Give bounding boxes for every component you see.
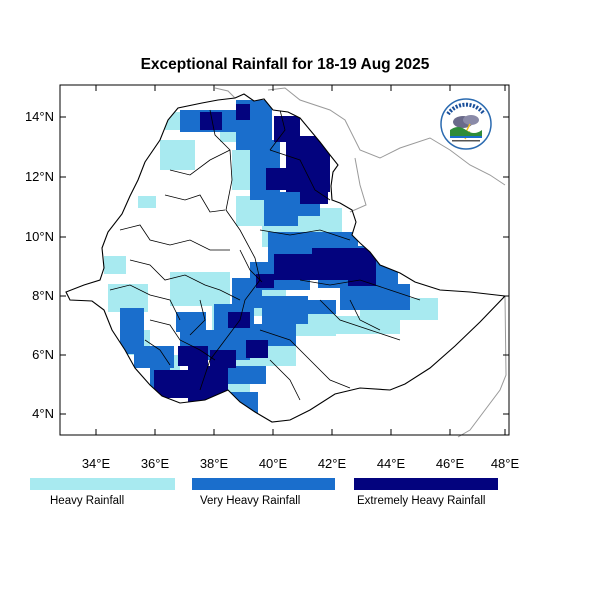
neighbor-borders [214,87,507,438]
lon-label: 46°E [436,456,465,471]
map-title: Exceptional Rainfall for 18-19 Aug 2025 [140,56,430,73]
legend-label-heavy: Heavy Rainfall [50,495,125,507]
regional-boundaries [109,109,421,401]
lon-label: 36°E [141,456,170,471]
map-frame [59,84,510,436]
lon-label: 40°E [259,456,288,471]
lon-label: 38°E [200,456,229,471]
legend-label-extreme: Extremely Heavy Rainfall [357,495,486,507]
latitude-labels: 14°N 12°N 10°N 8°N 6°N 4°N [25,109,54,421]
lat-label: 12°N [25,169,54,184]
country-border [65,93,507,423]
legend-swatch-heavy [30,478,175,490]
lat-label: 8°N [32,288,54,303]
lat-label: 10°N [25,229,54,244]
lon-label: 42°E [318,456,347,471]
legend-label-very-heavy: Very Heavy Rainfall [200,495,301,507]
rainfall-layer [104,100,438,414]
lat-label: 4°N [32,406,54,421]
lat-label: 6°N [32,347,54,362]
extremely-heavy-rainfall-areas [154,104,376,404]
ethiopian-meteorology-logo [440,98,492,150]
legend-swatch-very-heavy [192,478,335,490]
lon-label: 44°E [377,456,406,471]
latitude-ticks [60,116,509,415]
legend-swatch-extreme [354,478,498,490]
longitude-ticks [95,85,506,435]
lat-label: 14°N [25,109,54,124]
longitude-labels: 34°E 36°E 38°E 40°E 42°E 44°E 46°E 48°E [82,456,520,471]
lon-label: 48°E [491,456,520,471]
lon-label: 34°E [82,456,111,471]
